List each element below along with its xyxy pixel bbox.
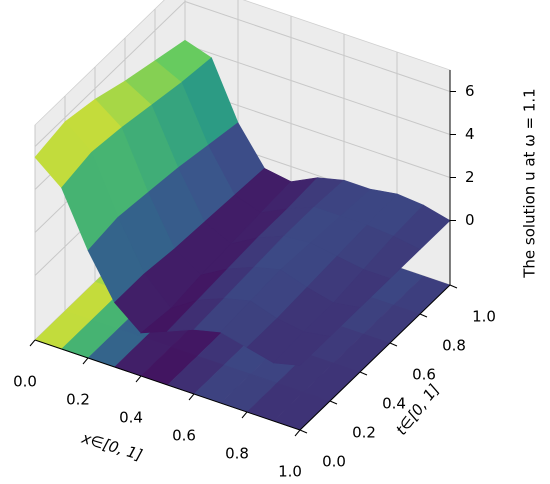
surface-cell <box>272 331 331 366</box>
x-tick-label: 0.0 <box>13 373 37 391</box>
z-axis-label: The solution u at ω = 1.1 <box>521 88 539 278</box>
y-tick <box>299 429 308 434</box>
y-tick <box>359 371 368 376</box>
y-tick <box>449 284 458 289</box>
x-tick-label: 0.6 <box>172 427 196 445</box>
x-tick <box>188 393 195 401</box>
z-tick-label: 6 <box>465 82 475 100</box>
x-tick-label: 0.2 <box>66 391 90 409</box>
x-tick-label: 0.4 <box>119 409 143 427</box>
x-tick <box>294 429 301 437</box>
y-tick <box>419 313 428 318</box>
y-tick-label: 0.2 <box>352 424 376 442</box>
z-tick-label: 0 <box>465 211 475 229</box>
x-axis-line <box>34 339 301 431</box>
x-tick <box>82 357 89 365</box>
z-tick-label: 2 <box>465 168 475 186</box>
y-tick-label: 0.0 <box>322 453 346 471</box>
z-tick-label: 4 <box>465 125 475 143</box>
x-tick-label: 0.8 <box>225 445 249 463</box>
x-tick <box>135 375 142 383</box>
y-tick <box>329 400 338 405</box>
y-tick-label: 0.8 <box>442 337 466 355</box>
y-axis-line <box>299 284 451 431</box>
x-axis-label: x∈[0, 1] <box>79 429 145 465</box>
y-tick-label: 0.6 <box>412 366 436 384</box>
y-tick-label: 0.4 <box>382 395 406 413</box>
grid-line <box>34 0 451 147</box>
y-tick-label: 1.0 <box>472 308 496 326</box>
y-tick <box>389 342 398 347</box>
x-tick <box>241 411 248 419</box>
x-tick-label: 1.0 <box>278 463 302 481</box>
x-tick <box>29 339 36 347</box>
surface <box>34 39 451 366</box>
